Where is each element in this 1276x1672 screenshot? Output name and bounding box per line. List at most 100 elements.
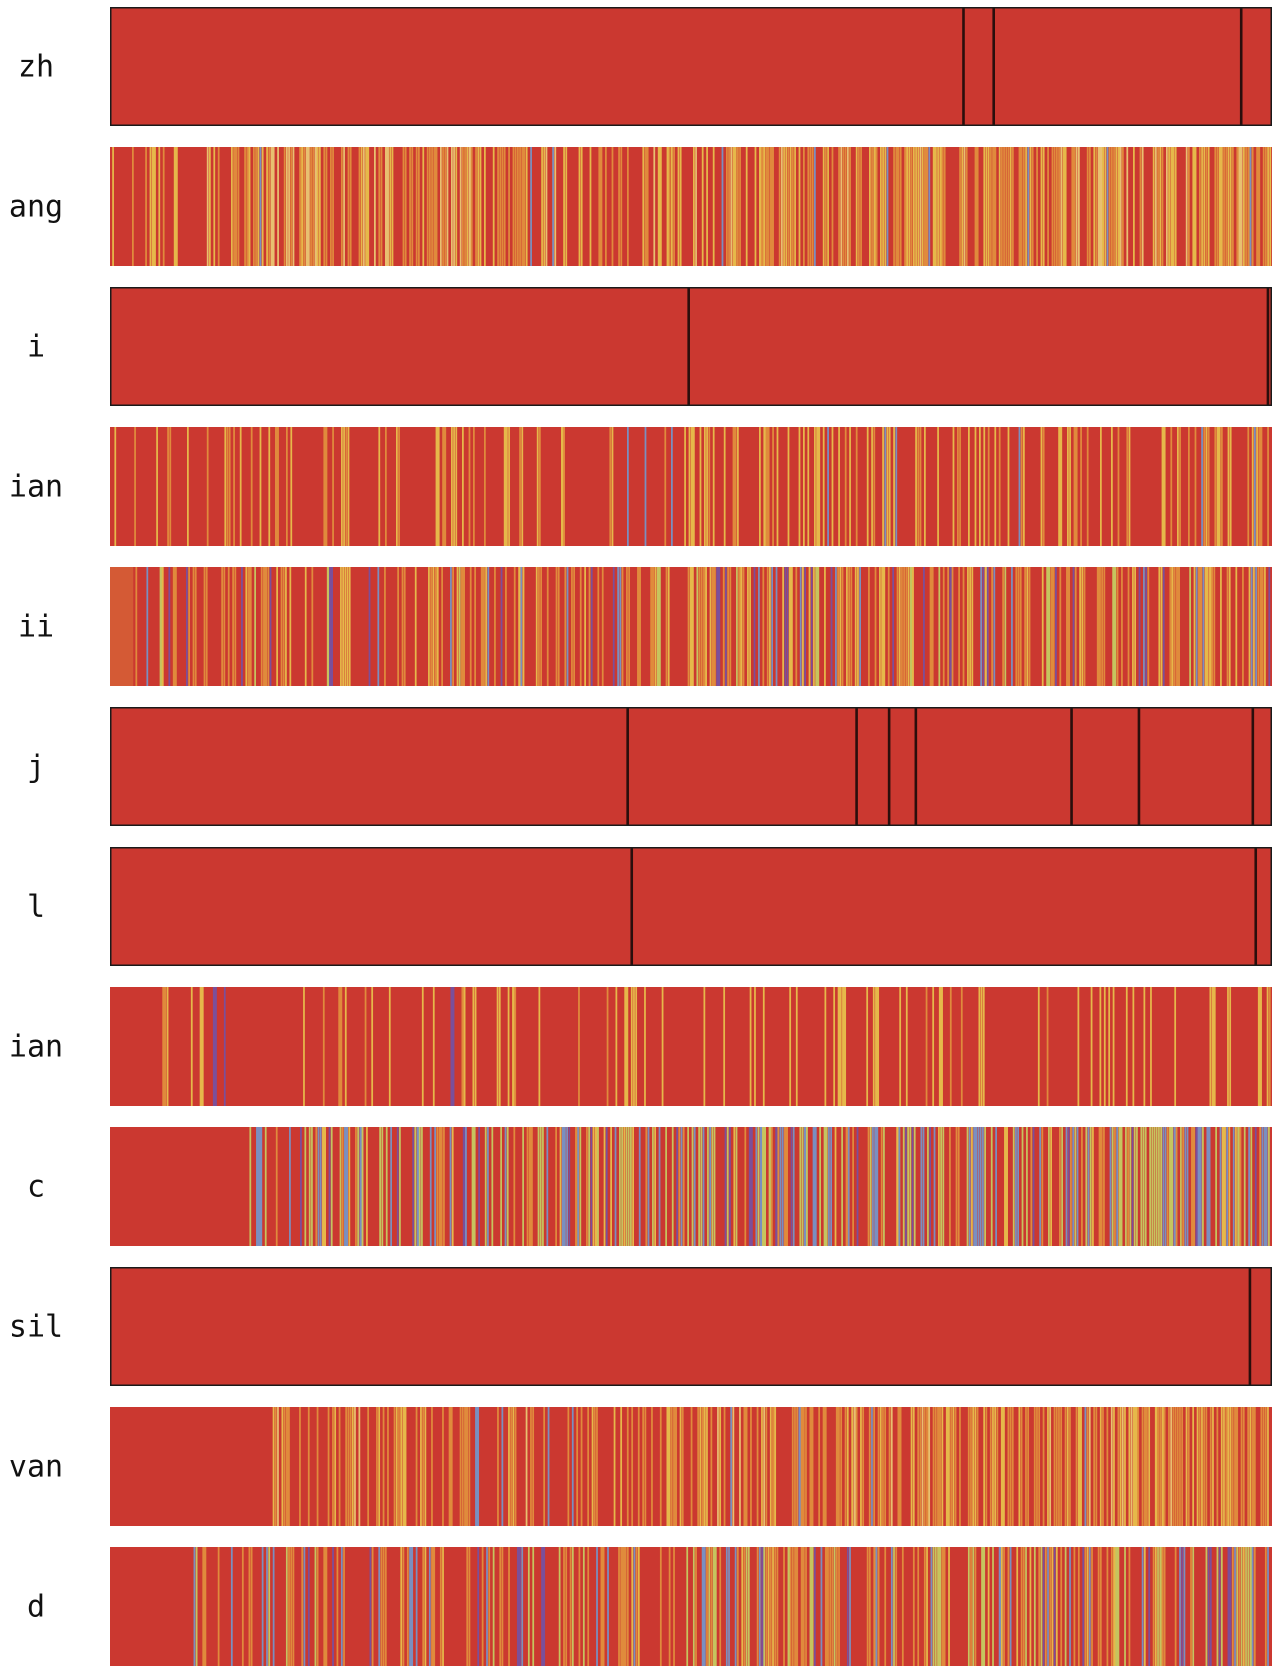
stripe-cell bbox=[827, 427, 829, 546]
stripe-cell bbox=[758, 1547, 761, 1666]
stripe-cell bbox=[268, 147, 271, 266]
stripe-cell bbox=[711, 1127, 714, 1246]
stripe-cell bbox=[1247, 427, 1250, 546]
stripe-cell bbox=[380, 1547, 383, 1666]
stripe-cell bbox=[656, 567, 661, 686]
stripe-cell bbox=[299, 1407, 301, 1526]
stripe-cell bbox=[919, 1407, 922, 1526]
stripe-cell bbox=[255, 147, 257, 266]
stripe-cell bbox=[1021, 1127, 1024, 1246]
stripe-cell bbox=[1157, 147, 1159, 266]
stripe-cell bbox=[1209, 1547, 1212, 1666]
stripe-cell bbox=[1243, 147, 1245, 266]
stripe-cell bbox=[379, 1127, 381, 1246]
stripe-cell bbox=[366, 1127, 368, 1246]
row-base-cell bbox=[110, 987, 1272, 1106]
stripe-cell bbox=[311, 567, 314, 686]
stripe-cell bbox=[528, 1127, 533, 1246]
stripe-cell bbox=[875, 1547, 878, 1666]
stripe-cell bbox=[987, 427, 990, 546]
stripe-cell bbox=[744, 1127, 747, 1246]
stripe-cell bbox=[1203, 427, 1206, 546]
stripe-cell bbox=[552, 147, 554, 266]
stripe-cell bbox=[930, 1547, 933, 1666]
stripe-cell bbox=[398, 427, 400, 546]
stripe-cell bbox=[237, 147, 240, 266]
stripe-cell bbox=[497, 1407, 499, 1526]
stripe-cell bbox=[980, 987, 983, 1106]
stripe-cell bbox=[706, 1547, 708, 1666]
stripe-cell bbox=[763, 1547, 766, 1666]
stripe-cell bbox=[1042, 1407, 1045, 1526]
stripe-cell bbox=[1044, 1547, 1047, 1666]
stripe-cell bbox=[1201, 1407, 1203, 1526]
stripe-cell bbox=[905, 567, 908, 686]
stripe-cell bbox=[1154, 1547, 1157, 1666]
stripe-cell bbox=[919, 427, 922, 546]
stripe-cell bbox=[901, 1547, 904, 1666]
stripe-cell bbox=[868, 1547, 871, 1666]
stripe-cell bbox=[1247, 1407, 1250, 1526]
stripe-cell bbox=[338, 1407, 341, 1526]
stripe-cell bbox=[1181, 1547, 1184, 1666]
stripe-cell bbox=[703, 987, 706, 1106]
stripe-cell bbox=[968, 1127, 971, 1246]
stripe-cell bbox=[580, 147, 583, 266]
stripe-cell bbox=[922, 1127, 925, 1246]
stripe-cell bbox=[347, 1407, 350, 1526]
stripe-cell bbox=[623, 1127, 626, 1246]
stripe-cell bbox=[871, 147, 873, 266]
stripe-cell bbox=[477, 147, 480, 266]
stripe-cell bbox=[1055, 567, 1057, 686]
stripe-cell bbox=[1095, 1407, 1098, 1526]
stripe-cell bbox=[261, 1547, 264, 1666]
stripe-cell bbox=[1004, 1127, 1008, 1246]
stripe-cell bbox=[385, 147, 389, 266]
stripe-cell bbox=[1236, 1547, 1239, 1666]
stripe-cell bbox=[555, 1127, 557, 1246]
stripe-cell bbox=[1055, 1407, 1058, 1526]
stripe-cell bbox=[580, 1407, 583, 1526]
stripe-cell bbox=[739, 1407, 741, 1526]
stripe-cell bbox=[932, 1407, 935, 1526]
stripe-cell bbox=[1048, 1127, 1050, 1246]
stripe-cell bbox=[661, 987, 664, 1106]
stripe-cell bbox=[1049, 1547, 1052, 1666]
stripe-cell bbox=[772, 1547, 774, 1666]
stripe-cell bbox=[816, 427, 821, 546]
stripe-cell bbox=[1152, 1547, 1155, 1666]
row-base-cell bbox=[110, 707, 1272, 826]
stripe-cell bbox=[316, 1407, 319, 1526]
stripe-cell bbox=[1253, 567, 1255, 686]
stripe-cell bbox=[1211, 567, 1213, 686]
stripe-cell bbox=[1161, 1547, 1164, 1666]
stripe-cell bbox=[1067, 1127, 1070, 1246]
stripe-cell bbox=[1188, 147, 1190, 266]
stripe-cell bbox=[601, 567, 604, 686]
stripe-cell bbox=[503, 427, 508, 546]
stripe-cell bbox=[376, 1407, 378, 1526]
stripe-cell bbox=[628, 567, 630, 686]
stripe-cell bbox=[1207, 1547, 1210, 1666]
stripe-cell bbox=[112, 147, 114, 266]
stripe-cell bbox=[1199, 1127, 1202, 1246]
stripe-cell bbox=[1036, 1407, 1038, 1526]
stripe-cell bbox=[1106, 147, 1109, 266]
stripe-cell bbox=[735, 1127, 738, 1246]
stripe-cell bbox=[1082, 1547, 1085, 1666]
stripe-cell bbox=[1242, 567, 1244, 686]
stripe-cell bbox=[1059, 567, 1062, 686]
stripe-cell bbox=[769, 1547, 772, 1666]
stripe-cell bbox=[645, 1127, 648, 1246]
stripe-cell bbox=[691, 1127, 694, 1246]
stripe-cell bbox=[280, 567, 283, 686]
stripe-cell bbox=[606, 987, 609, 1106]
stripe-cell bbox=[429, 1127, 432, 1246]
stripe-cell bbox=[693, 147, 695, 266]
stripe-cell bbox=[909, 1127, 912, 1246]
stripe-cell bbox=[1041, 567, 1044, 686]
stripe-cell bbox=[1106, 1407, 1109, 1526]
row-label: sil bbox=[9, 1310, 63, 1345]
stripe-cell bbox=[203, 567, 206, 686]
